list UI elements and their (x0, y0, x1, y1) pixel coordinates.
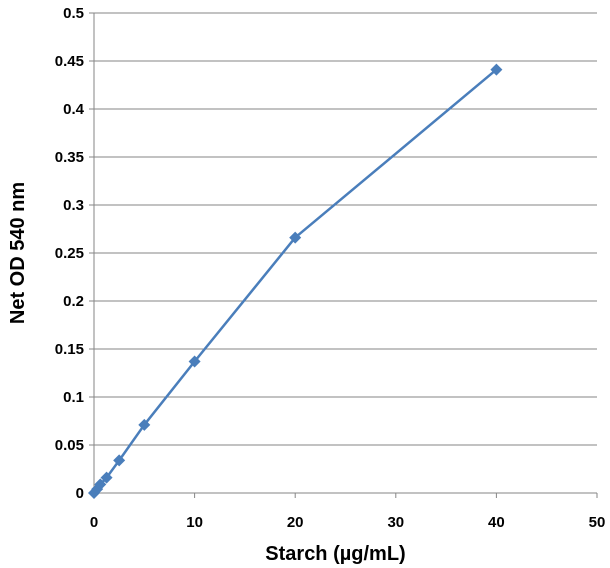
y-tick-label: 0.1 (63, 389, 84, 406)
data-point-marker (138, 418, 151, 431)
data-point-marker (113, 454, 126, 467)
data-point-marker (94, 478, 107, 491)
y-tick-label: 0.05 (55, 437, 84, 454)
y-axis-ticks: 0 0.05 0.1 0.15 0.2 0.25 0.3 0.35 0.4 0.45 0.5 (55, 5, 94, 502)
y-tick-label: 0.25 (55, 245, 84, 262)
y-tick-label: 0.15 (55, 341, 84, 358)
x-axis-ticks: 0 10 20 30 40 50 (90, 493, 606, 531)
data-point-marker (289, 231, 302, 244)
y-tick-label: 0.45 (55, 53, 84, 70)
y-tick-label: 0.2 (63, 293, 84, 310)
x-tick-label: 10 (186, 514, 203, 531)
y-tick-label: 0 (76, 485, 84, 502)
y-tick-label: 0.3 (63, 197, 84, 214)
data-point-marker (188, 355, 201, 368)
data-point-marker (490, 63, 503, 76)
series-line (93, 68, 498, 494)
data-point-marker (100, 471, 113, 484)
gridlines (94, 12, 597, 446)
x-tick-label: 30 (387, 514, 404, 531)
y-axis-title: Net OD 540 nm (7, 182, 29, 324)
x-axis-title: Starch (µg/mL) (265, 543, 405, 565)
y-tick-label: 0.4 (63, 101, 85, 118)
series-layer (88, 63, 503, 499)
y-tick-label: 0.5 (63, 5, 84, 22)
x-tick-label: 0 (90, 514, 98, 531)
x-tick-label: 20 (287, 514, 304, 531)
x-tick-label: 50 (589, 514, 606, 531)
x-tick-label: 40 (488, 514, 505, 531)
y-tick-label: 0.35 (55, 149, 84, 166)
